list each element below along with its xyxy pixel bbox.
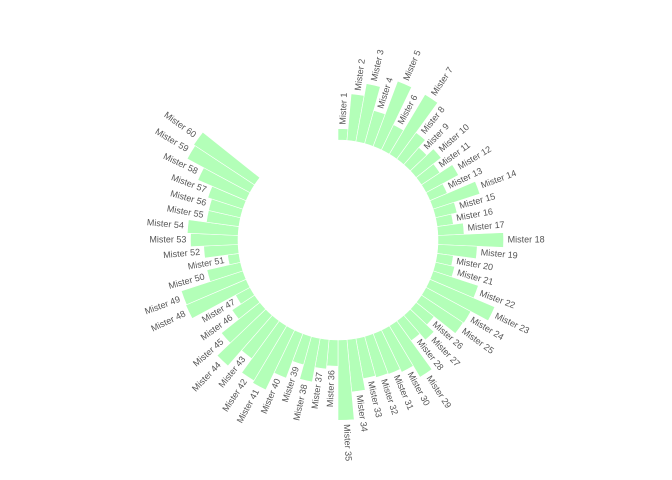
bar-15 <box>432 201 458 219</box>
bar-label-5: Mister 5 <box>401 49 423 82</box>
bar-label-3: Mister 3 <box>369 49 386 82</box>
bar-label-36: Mister 36 <box>325 370 337 407</box>
bar-label-53: Mister 53 <box>149 234 186 244</box>
bar-12 <box>421 164 459 194</box>
bar-label-34: Mister 34 <box>355 394 370 432</box>
bar-30 <box>380 325 414 373</box>
bar-23 <box>425 278 496 322</box>
bar-29 <box>388 320 433 378</box>
bar-label-17: Mister 17 <box>467 219 505 232</box>
bar-label-35: Mister 35 <box>342 424 354 461</box>
bar-1 <box>337 128 349 141</box>
bar-24 <box>421 286 472 324</box>
bar-60 <box>193 131 261 186</box>
bar-label-29: Mister 29 <box>425 374 454 410</box>
bar-50 <box>206 261 244 282</box>
bar-45 <box>220 301 267 344</box>
bar-label-37: Mister 37 <box>310 372 325 410</box>
bar-8 <box>396 132 426 166</box>
bar-label-2: Mister 2 <box>353 58 367 91</box>
bar-44 <box>216 308 273 367</box>
bar-label-1: Mister 1 <box>338 92 349 124</box>
bar-3 <box>355 83 381 144</box>
bar-label-18: Mister 18 <box>508 234 545 244</box>
bar-41 <box>252 325 296 391</box>
bar-27 <box>403 308 435 341</box>
bar-10 <box>409 148 442 179</box>
bar-label-14: Mister 14 <box>479 168 517 190</box>
bar-42 <box>241 320 288 382</box>
bar-label-19: Mister 19 <box>480 247 518 260</box>
bar-31 <box>372 329 401 375</box>
bar-38 <box>299 336 321 383</box>
bar-7 <box>388 93 439 160</box>
bar-label-7: Mister 7 <box>429 65 455 97</box>
bar-49 <box>180 270 247 306</box>
bar-5 <box>372 80 413 151</box>
bar-46 <box>231 294 261 320</box>
bar-18 <box>437 232 504 248</box>
bar-32 <box>364 333 389 378</box>
bar-14 <box>429 180 481 210</box>
bar-25 <box>415 294 464 334</box>
bar-label-54: Mister 54 <box>147 217 185 230</box>
bar-label-52: Mister 52 <box>163 247 201 260</box>
bar-19 <box>436 244 478 260</box>
bar-54 <box>186 219 240 236</box>
bar-35 <box>337 339 355 421</box>
bars-group <box>180 80 504 421</box>
bar-48 <box>185 278 251 319</box>
